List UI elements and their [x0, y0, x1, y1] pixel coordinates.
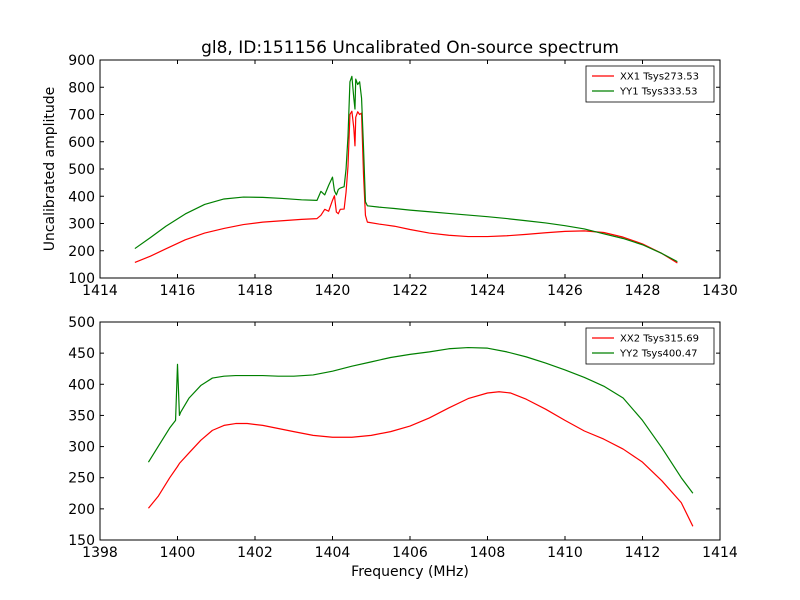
y-tick-label: 200 — [68, 502, 95, 518]
x-tick-label: 1404 — [315, 545, 351, 561]
x-tick-label: 1398 — [82, 545, 118, 561]
y-tick-label: 800 — [68, 80, 95, 96]
x-tick-label: 1426 — [547, 283, 583, 299]
x-tick-label: 1408 — [470, 545, 506, 561]
legend-label: XX1 Tsys273.53 — [620, 72, 699, 83]
y-tick-label: 500 — [68, 162, 95, 178]
x-tick-label: 1424 — [470, 283, 506, 299]
x-tick-label: 1406 — [392, 545, 428, 561]
y-tick-label: 400 — [68, 189, 95, 205]
y-tick-label: 700 — [68, 108, 95, 124]
y-tick-label: 200 — [68, 244, 95, 260]
legend-label: YY2 Tsys400.47 — [619, 349, 698, 360]
series-line-2-1 — [147, 391, 694, 527]
y-tick-label: 300 — [68, 440, 95, 456]
y-tick-label: 150 — [68, 533, 95, 549]
x-tick-label: 1420 — [315, 283, 351, 299]
y-tick-label: 400 — [68, 377, 95, 393]
top-chart-ylabel: Uncalibrated amplitude — [42, 87, 58, 252]
x-tick-label: 1412 — [625, 545, 661, 561]
x-tick-label: 1422 — [392, 283, 428, 299]
y-tick-label: 600 — [68, 135, 95, 151]
x-tick-label: 1400 — [160, 545, 196, 561]
y-tick-label: 900 — [68, 53, 95, 69]
x-tick-label: 1418 — [237, 283, 273, 299]
top-chart: 1414 1416 1418 1420 1422 1424 1426 1428 1430 100 2… — [68, 53, 738, 299]
x-tick-label: 1414 — [702, 545, 738, 561]
legend-box — [585, 65, 715, 103]
series-line-1-1 — [134, 110, 678, 264]
y-tick-label: 250 — [68, 471, 95, 487]
y-tick-label: 300 — [68, 217, 95, 233]
legend-label: YY1 Tsys333.53 — [619, 87, 698, 98]
y-tick-label: 450 — [68, 346, 95, 362]
y-tick-label: 350 — [68, 408, 95, 424]
series-line-1-2 — [134, 75, 678, 263]
bottom-chart: 1398 1400 1402 1404 1406 1408 1410 1412 1414 150 2… — [68, 315, 738, 561]
bottom-chart-xlabel: Frequency (MHz) — [351, 564, 469, 580]
x-tick-label: 1430 — [702, 283, 738, 299]
x-tick-label: 1414 — [82, 283, 118, 299]
x-tick-label: 1402 — [237, 545, 273, 561]
x-tick-label: 1416 — [160, 283, 196, 299]
top-chart-title: gl8, ID:151156 Uncalibrated On-source sp… — [201, 38, 619, 58]
x-tick-label: 1428 — [625, 283, 661, 299]
y-tick-label: 500 — [68, 315, 95, 331]
x-tick-label: 1410 — [547, 545, 583, 561]
y-tick-label: 100 — [68, 271, 95, 287]
series-line-2-2 — [147, 346, 694, 494]
legend-box — [585, 327, 715, 365]
legend-label: XX2 Tsys315.69 — [620, 334, 699, 345]
